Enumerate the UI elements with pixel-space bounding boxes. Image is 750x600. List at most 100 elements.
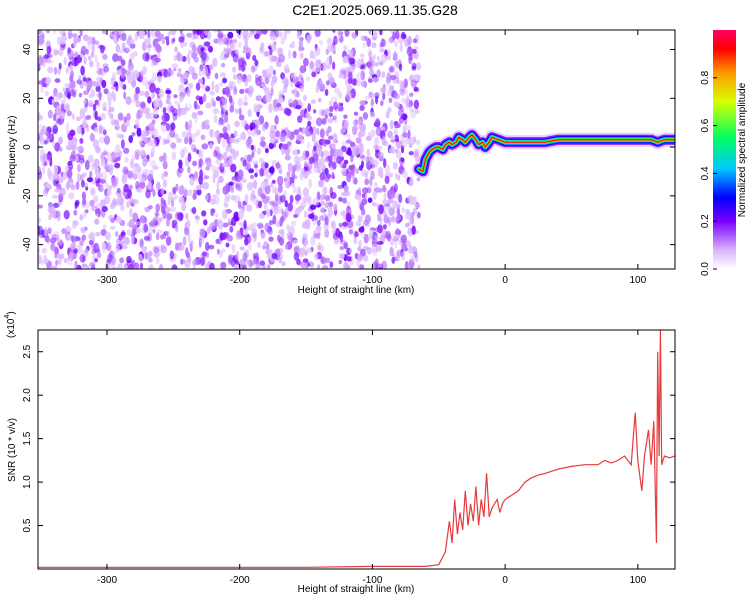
noise-cell xyxy=(56,254,60,259)
noise-cell xyxy=(250,65,256,73)
noise-cell xyxy=(298,205,305,211)
noise-cell xyxy=(116,69,122,76)
noise-cell xyxy=(315,225,322,232)
noise-cell xyxy=(400,145,405,154)
noise-cell xyxy=(76,173,81,183)
noise-cell xyxy=(200,51,207,62)
noise-cell xyxy=(338,253,345,259)
noise-cell xyxy=(396,249,403,257)
noise-cell xyxy=(110,77,115,86)
noise-cell xyxy=(137,253,143,263)
noise-cell xyxy=(359,100,366,106)
noise-cell xyxy=(121,42,126,52)
noise-cell xyxy=(209,262,215,269)
noise-cell xyxy=(114,144,121,154)
noise-cell xyxy=(347,149,353,157)
noise-cell xyxy=(192,193,197,200)
noise-cell xyxy=(370,98,374,107)
noise-cell xyxy=(272,205,279,216)
snr-xtick-label: -100 xyxy=(362,575,382,586)
noise-cell xyxy=(91,43,95,53)
noise-cell xyxy=(284,200,288,208)
noise-cell xyxy=(84,182,89,189)
noise-cell xyxy=(307,103,312,112)
noise-cell xyxy=(277,175,284,186)
noise-cell xyxy=(166,123,170,132)
noise-cell xyxy=(195,82,201,91)
noise-cell xyxy=(389,65,396,73)
noise-cell xyxy=(189,176,195,186)
noise-cell xyxy=(54,246,59,256)
noise-cell xyxy=(275,193,279,203)
noise-cell xyxy=(283,64,290,74)
noise-cell xyxy=(46,151,53,161)
noise-cell xyxy=(170,69,174,76)
noise-cell xyxy=(338,259,343,265)
noise-cell xyxy=(98,124,103,135)
noise-cell xyxy=(169,105,175,113)
snr-panel: -300 -200 -100 0 100 0.5 1.0 1.5 2.0 2.5 Height o… xyxy=(4,311,676,595)
noise-cell xyxy=(138,30,145,40)
noise-cell xyxy=(153,252,160,258)
noise-cell xyxy=(363,233,369,244)
noise-cell xyxy=(195,30,203,36)
noise-cell xyxy=(248,261,256,266)
noise-cell xyxy=(247,130,254,136)
noise-cell xyxy=(111,250,117,257)
noise-cell xyxy=(119,74,126,83)
noise-cell xyxy=(215,159,222,165)
noise-cell xyxy=(73,50,78,56)
noise-cell xyxy=(101,79,107,89)
noise-cell xyxy=(147,180,152,191)
noise-cell xyxy=(299,65,307,74)
noise-cell xyxy=(158,263,164,269)
noise-cell xyxy=(321,206,325,214)
noise-cell xyxy=(96,68,103,76)
noise-cell xyxy=(238,114,245,121)
noise-cell xyxy=(257,200,263,209)
noise-cell xyxy=(353,144,360,153)
noise-cell xyxy=(178,159,183,169)
noise-cell xyxy=(258,157,264,164)
noise-cell xyxy=(416,177,421,182)
noise-cell xyxy=(155,76,162,82)
noise-cell xyxy=(45,183,51,189)
noise-cell xyxy=(292,149,298,156)
noise-cell xyxy=(343,185,349,192)
noise-cell xyxy=(313,253,319,261)
noise-cell xyxy=(381,136,387,146)
noise-cell xyxy=(53,172,58,181)
noise-cell xyxy=(235,150,239,157)
noise-cell xyxy=(340,237,344,243)
noise-cell xyxy=(415,139,421,145)
noise-cell xyxy=(309,50,315,59)
noise-cell xyxy=(232,66,237,73)
noise-cell xyxy=(387,130,393,139)
noise-cell xyxy=(277,97,284,104)
noise-cell xyxy=(38,54,42,60)
noise-cell xyxy=(288,102,295,108)
noise-cell xyxy=(333,35,338,45)
noise-cell xyxy=(292,185,297,194)
noise-cell xyxy=(135,86,141,94)
noise-cell xyxy=(139,70,144,81)
noise-cell xyxy=(394,238,398,249)
noise-cell xyxy=(355,60,361,69)
noise-cell xyxy=(47,109,53,119)
noise-cell xyxy=(101,171,108,181)
noise-cell xyxy=(311,71,317,78)
noise-cell xyxy=(208,142,213,150)
noise-cell xyxy=(264,180,269,187)
noise-cell xyxy=(279,194,286,203)
noise-cell xyxy=(330,192,337,199)
noise-cell xyxy=(82,211,87,219)
noise-cell xyxy=(139,177,146,183)
noise-cell xyxy=(59,110,66,120)
noise-cell xyxy=(342,163,347,169)
noise-cell xyxy=(195,95,201,101)
noise-cell xyxy=(43,160,48,167)
noise-cell xyxy=(386,89,393,97)
noise-cell xyxy=(186,87,191,97)
noise-cell xyxy=(129,185,133,190)
noise-cell xyxy=(146,154,150,160)
